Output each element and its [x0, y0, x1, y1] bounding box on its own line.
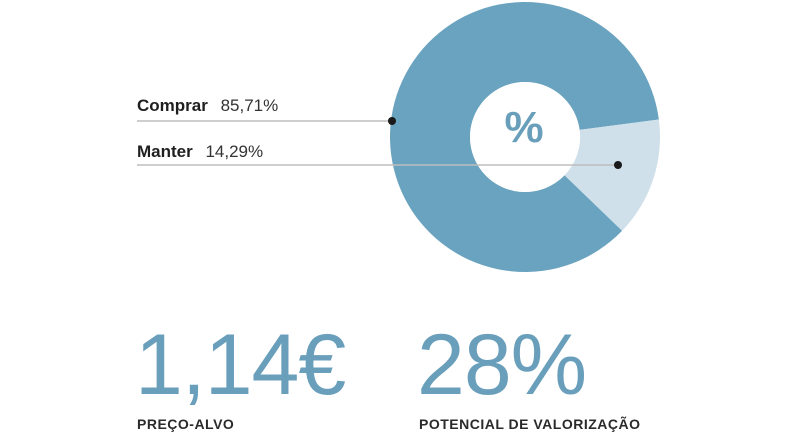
leader-dot-manter	[614, 161, 622, 169]
legend-item-comprar: Comprar 85,71%	[137, 96, 278, 116]
legend-value-manter: 14,29%	[205, 142, 264, 161]
target-price-value: 1,14€	[135, 317, 346, 413]
legend-item-manter: Manter 14,29%	[137, 142, 263, 162]
upside-potential-label: POTENCIAL DE VALORIZAÇÃO	[419, 416, 641, 432]
donut-slice-manter	[564, 119, 660, 231]
legend-value-comprar: 85,71%	[220, 96, 279, 115]
donut-slice-comprar	[389, 1, 659, 272]
donut-center-symbol: %	[504, 103, 544, 152]
legend-label-comprar: Comprar	[137, 96, 208, 115]
leader-dot-comprar	[388, 117, 396, 125]
legend-label-manter: Manter	[137, 142, 193, 161]
upside-potential-value: 28%	[417, 317, 587, 413]
target-price-label: PREÇO-ALVO	[137, 416, 235, 432]
